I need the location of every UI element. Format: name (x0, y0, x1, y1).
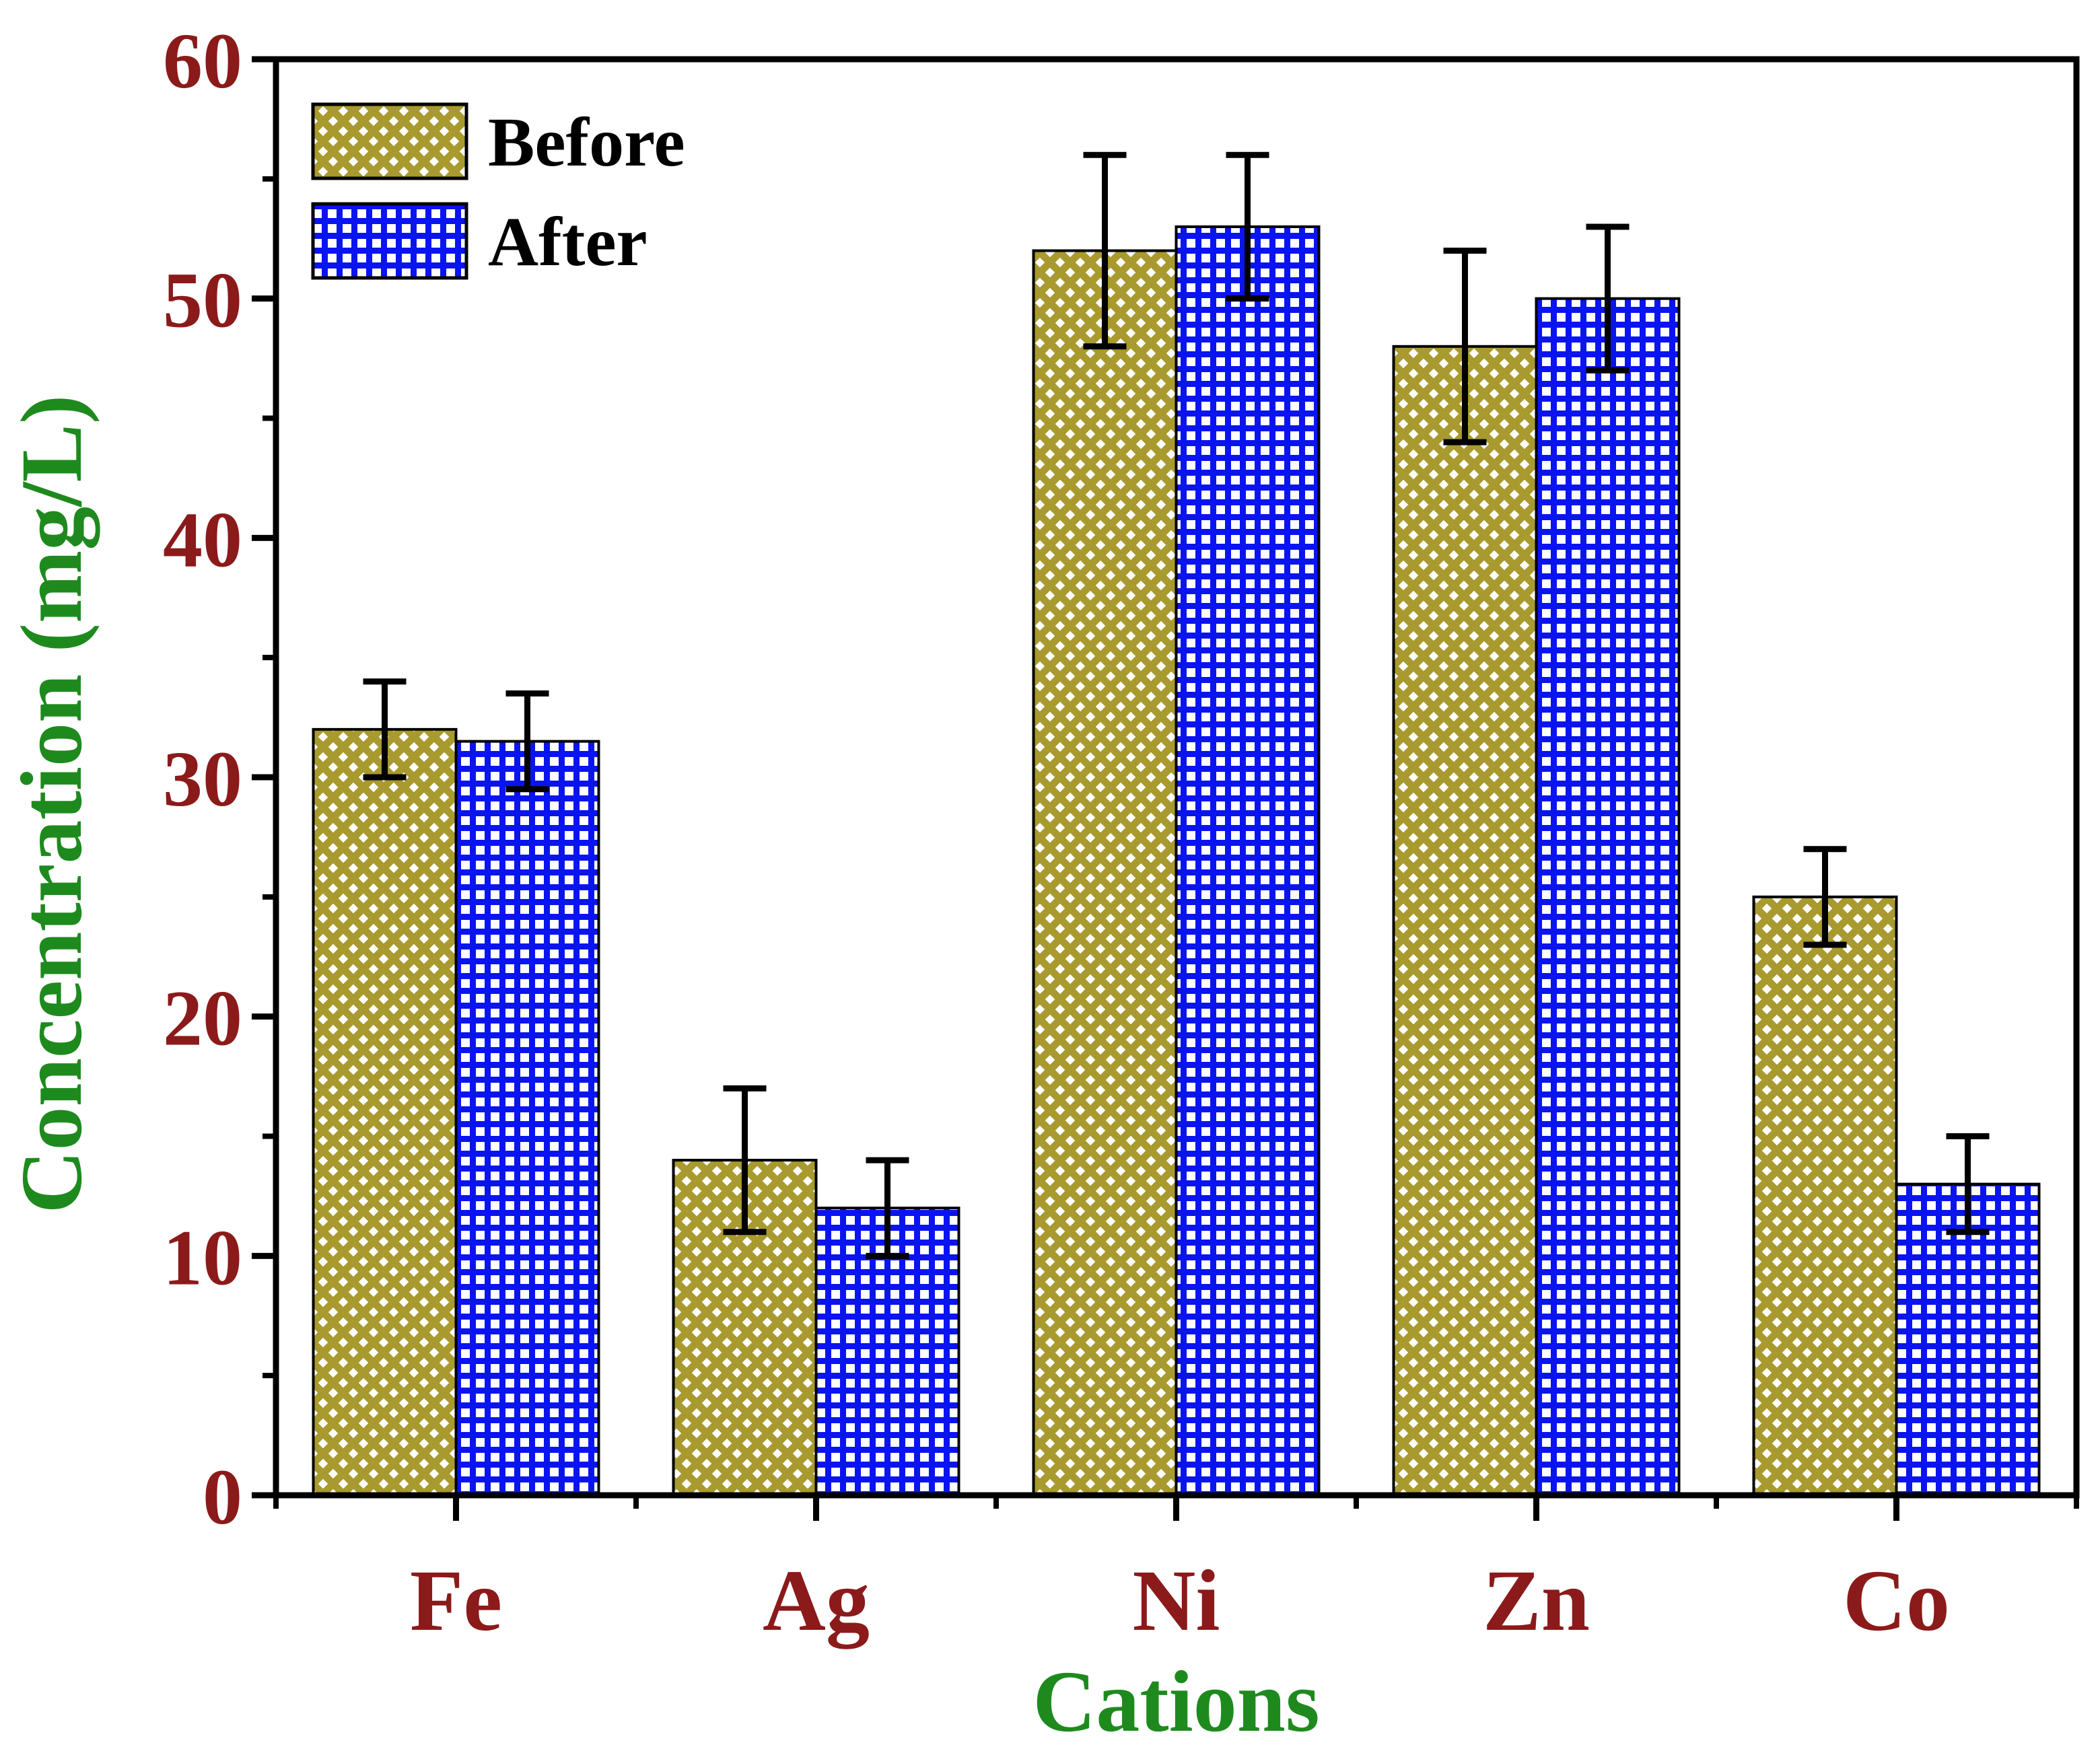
bar-before-ni (1032, 249, 1178, 1497)
y-tick-label: 50 (163, 256, 242, 345)
legend-swatch-after (311, 202, 468, 280)
y-axis-title: Concentration (mg/L) (3, 395, 100, 1214)
y-tick-label: 0 (203, 1453, 242, 1541)
error-bars-layer (363, 151, 1990, 1259)
bar-after-fe (454, 740, 600, 1497)
legend-label-after: After (488, 203, 648, 281)
x-tick-label-ag: Ag (763, 1552, 870, 1649)
bar-after-zn (1535, 297, 1681, 1497)
legend-label-before: Before (488, 104, 685, 181)
x-tick-label-co: Co (1843, 1552, 1950, 1649)
y-tick-label: 40 (163, 495, 242, 583)
y-tick-label: 30 (163, 735, 242, 823)
bar-before-fe (312, 727, 458, 1497)
y-tick-label: 60 (163, 17, 242, 105)
bar-after-ni (1175, 225, 1321, 1497)
x-tick-label-fe: Fe (410, 1552, 502, 1649)
axis-layer: 0 10 20 30 40 50 60 Fe Ag Ni Zn Co (163, 17, 2079, 1649)
bar-before-co (1752, 895, 1898, 1497)
x-tick-label-ni: Ni (1133, 1552, 1220, 1649)
x-axis-title: Cations (1032, 1653, 1319, 1750)
legend: Before After (311, 102, 685, 281)
y-tick-label: 20 (163, 974, 242, 1063)
bars-layer (312, 225, 2041, 1497)
legend-swatch-before (311, 102, 468, 180)
x-tick-label-zn: Zn (1483, 1552, 1590, 1649)
bar-before-zn (1392, 345, 1538, 1497)
y-tick-label: 10 (163, 1213, 242, 1301)
